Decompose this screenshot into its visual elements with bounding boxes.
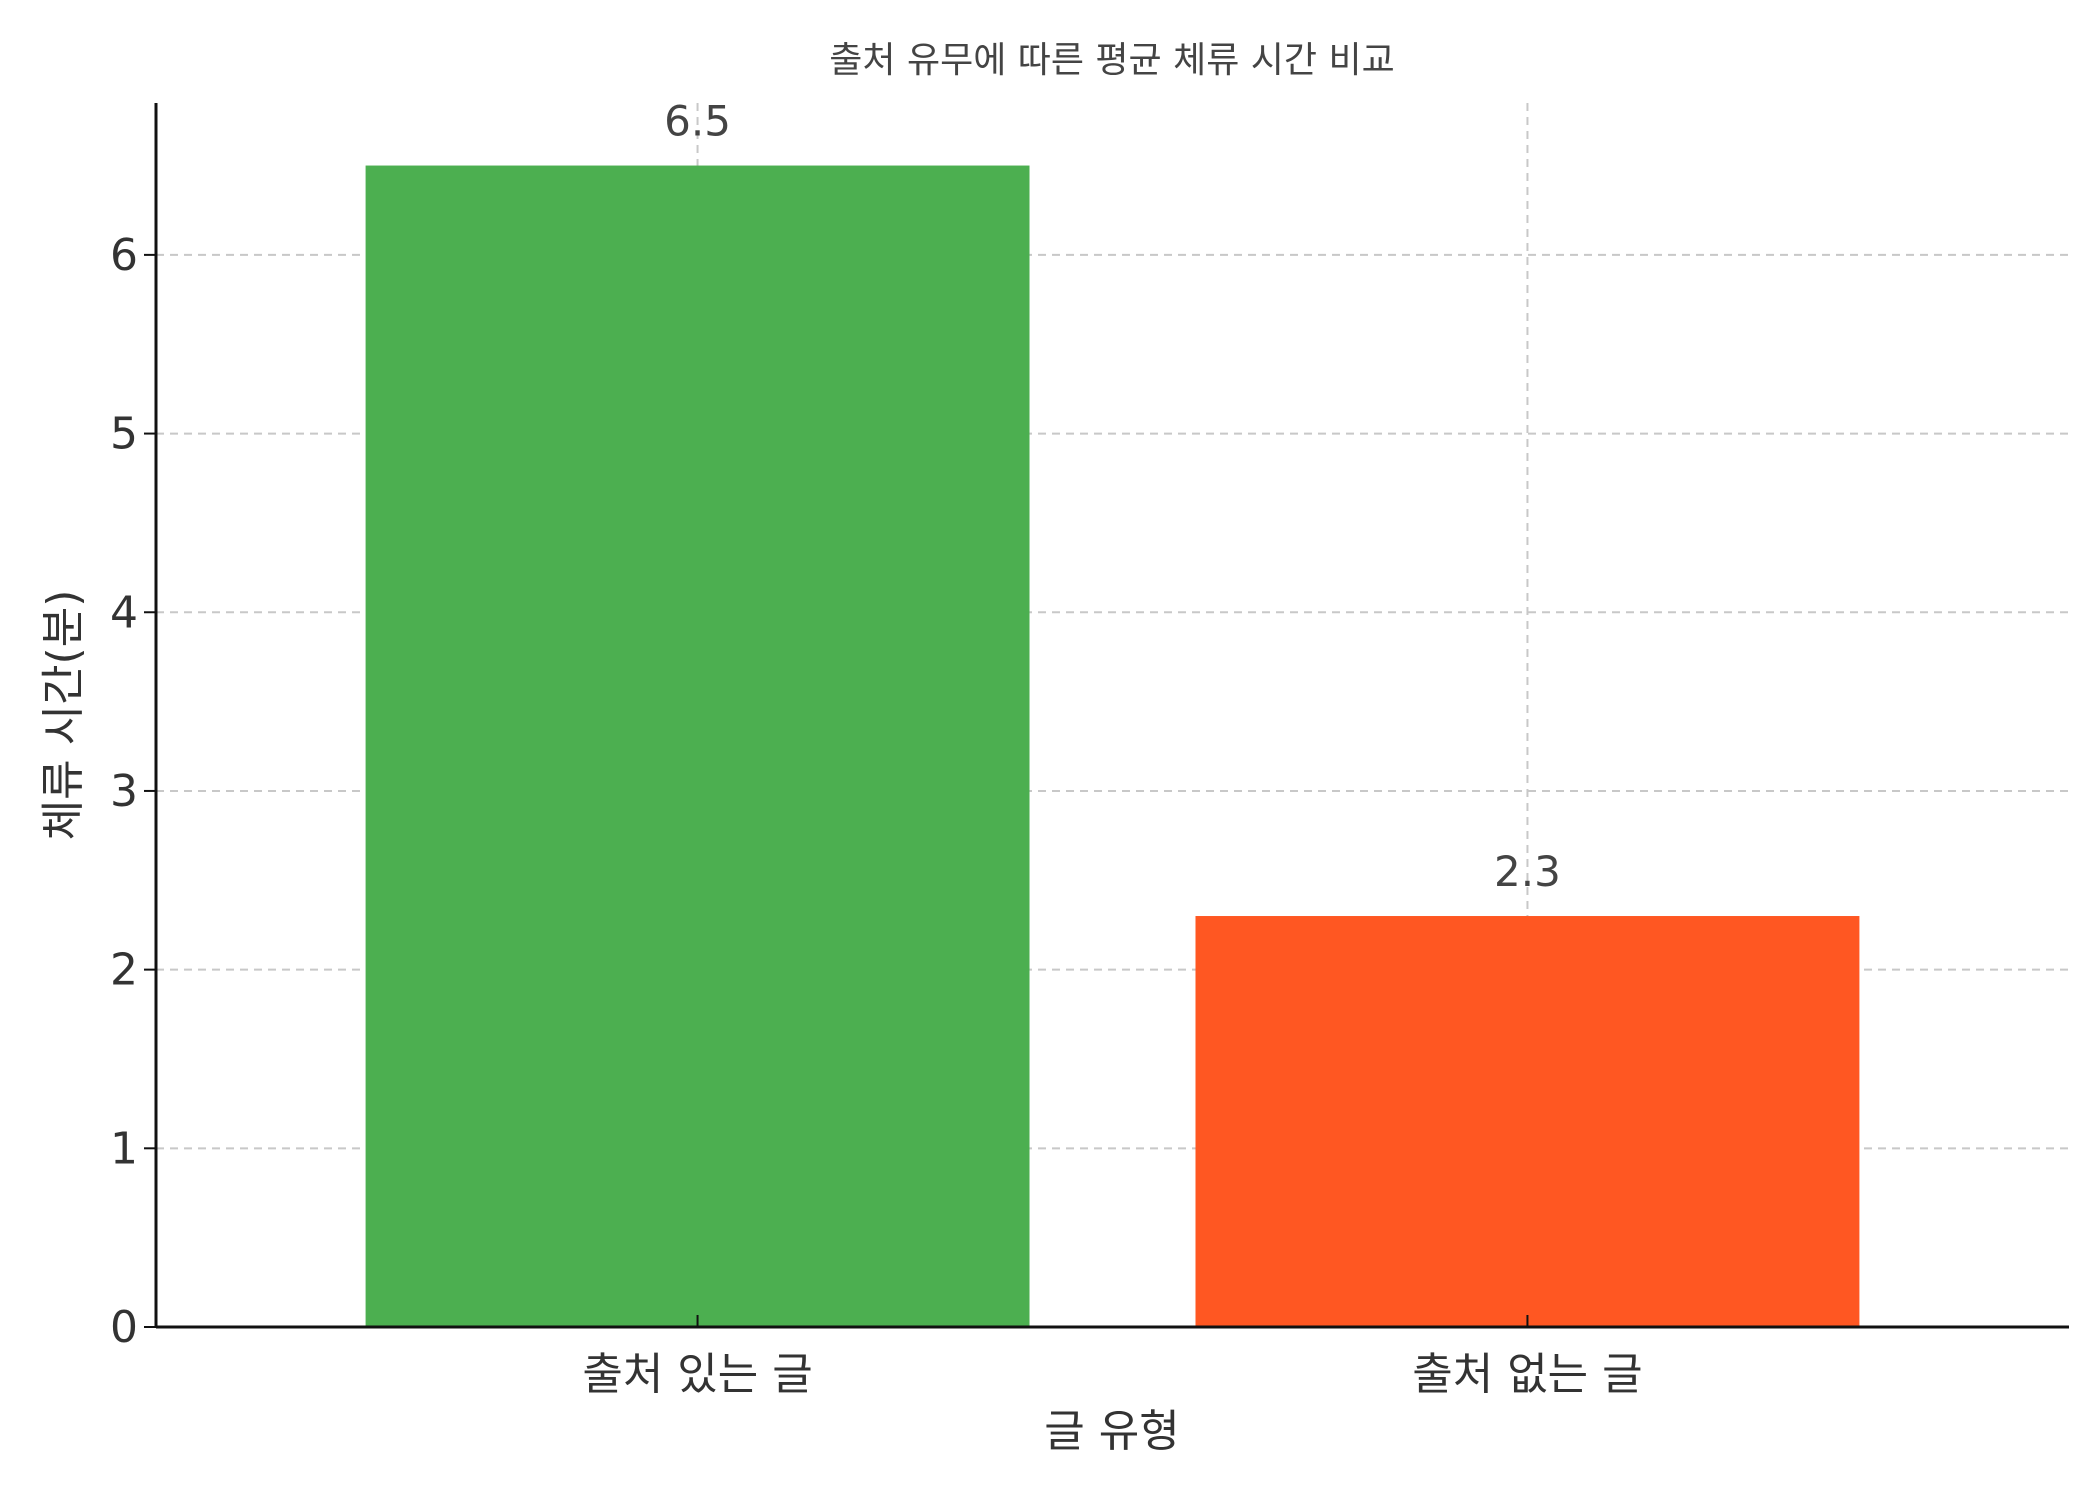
chart-title: 출처 유무에 따른 평균 체류 시간 비교 — [829, 40, 1394, 81]
bar-value-label: 6.5 — [664, 97, 731, 146]
y-tick-label: 6 — [110, 230, 138, 281]
y-tick-label: 3 — [110, 766, 138, 817]
x-tick-label: 출처 있는 글 — [582, 1349, 812, 1400]
y-tick-label: 0 — [110, 1302, 138, 1353]
axes-layer — [154, 103, 2069, 1329]
labels-layer: 0 1 2 3 4 5 6 출처 있는 글 6.5 출처 없는 글 2.3 — [110, 97, 1643, 1400]
y-tick-label: 2 — [110, 945, 138, 996]
x-tick-label: 출처 없는 글 — [1412, 1349, 1642, 1400]
bar — [1195, 916, 1860, 1327]
bar-value-label: 2.3 — [1494, 847, 1561, 896]
y-tick-label: 4 — [110, 587, 138, 638]
x-axis-label: 글 유형 — [1044, 1406, 1179, 1457]
ticks-layer — [144, 253, 1529, 1328]
y-axis-label: 체류 시간(분) — [38, 590, 89, 841]
y-tick-label: 1 — [110, 1123, 138, 1174]
bar — [365, 165, 1030, 1327]
bars-layer — [365, 165, 1860, 1327]
y-tick-label: 5 — [110, 409, 138, 460]
